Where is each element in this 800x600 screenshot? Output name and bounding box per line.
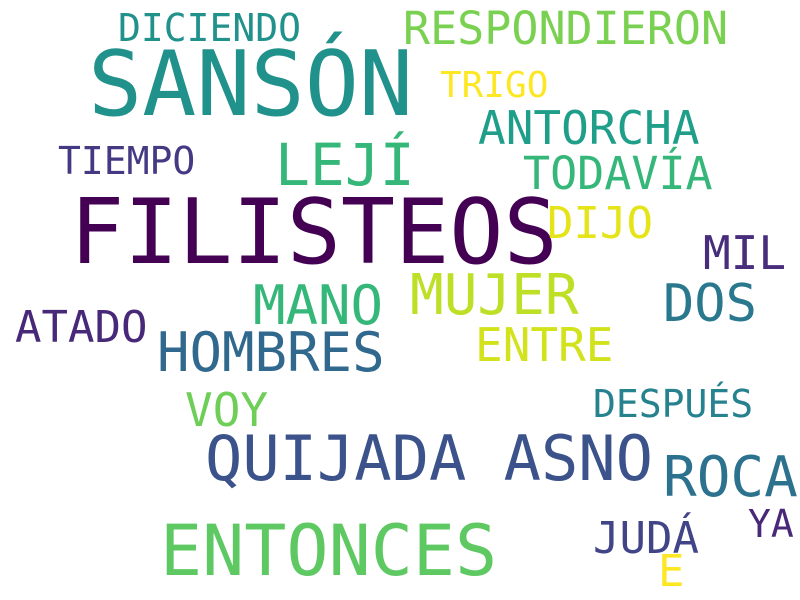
- word-entre: ENTRE: [475, 318, 614, 372]
- word-mil: MIL: [703, 226, 787, 280]
- word-entonces: ENTONCES: [160, 510, 498, 592]
- word-leji: LEJÍ: [275, 131, 415, 199]
- word-filisteos: FILISTEOS: [70, 180, 558, 285]
- word-voy: VOY: [185, 383, 269, 437]
- word-e: E: [658, 546, 685, 597]
- word-ya: YA: [748, 502, 794, 546]
- word-respondieron: RESPONDIERON: [403, 2, 729, 55]
- word-dos: DOS: [663, 274, 757, 334]
- word-atado: ATADO: [15, 302, 148, 353]
- word-tiempo: TIEMPO: [58, 139, 196, 183]
- word-trigo: TRIGO: [440, 65, 549, 106]
- word-despues: DESPUÉS: [593, 382, 754, 426]
- word-dijo: DIJO: [547, 198, 653, 249]
- word-mano: MANO: [253, 274, 384, 337]
- word-juda: JUDÁ: [593, 513, 699, 564]
- word-mujer: MUJER: [410, 263, 579, 328]
- word-diciendo: DICIENDO: [118, 6, 302, 50]
- word-roca: ROCA: [663, 445, 798, 510]
- word-quijada-asno: QUIJADA ASNO: [205, 422, 653, 495]
- word-sanson: SANSÓN: [88, 32, 414, 137]
- word-todavia: TODAVÍA: [523, 147, 713, 200]
- word-antorcha: ANTORCHA: [478, 101, 700, 155]
- word-hombres: HOMBRES: [157, 321, 385, 384]
